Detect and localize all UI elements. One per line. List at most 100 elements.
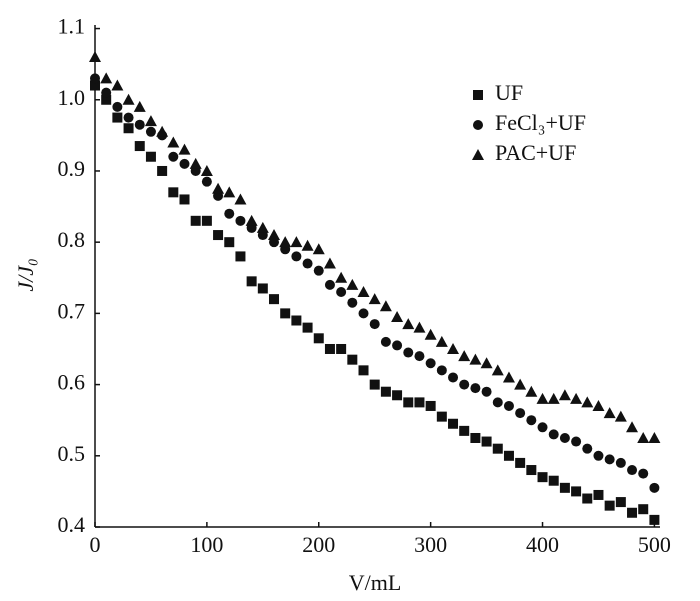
marker-square	[269, 294, 280, 305]
marker-triangle	[178, 143, 191, 155]
marker-triangle	[200, 164, 213, 176]
marker-circle	[201, 176, 212, 187]
marker-circle	[526, 415, 537, 426]
marker-square	[291, 315, 302, 326]
marker-square	[179, 194, 190, 205]
marker-circle	[324, 279, 335, 290]
marker-triangle	[480, 357, 493, 369]
marker-circle	[90, 73, 100, 84]
marker-triangle	[234, 193, 247, 205]
marker-square	[313, 333, 324, 344]
marker-triangle	[491, 364, 504, 376]
marker-square	[548, 475, 559, 486]
marker-square	[302, 322, 313, 333]
marker-triangle	[189, 157, 202, 169]
marker-square	[134, 141, 145, 152]
marker-circle	[179, 158, 190, 169]
y-tick-label: 0.5	[58, 441, 86, 466]
marker-circle	[548, 429, 559, 440]
marker-triangle	[100, 72, 113, 84]
marker-circle	[380, 336, 391, 347]
marker-circle	[615, 457, 626, 468]
marker-triangle	[290, 236, 303, 248]
marker-square	[168, 187, 179, 198]
marker-square	[526, 465, 537, 476]
marker-circle	[403, 347, 414, 358]
marker-triangle	[547, 392, 560, 404]
marker-square	[593, 489, 604, 500]
marker-triangle	[402, 318, 415, 330]
marker-circle	[638, 468, 649, 479]
x-tick-label: 0	[90, 532, 101, 557]
y-tick-label: 1.0	[58, 85, 86, 110]
marker-triangle	[268, 229, 281, 241]
y-tick-label: 0.4	[58, 512, 86, 537]
marker-triangle	[614, 410, 627, 422]
marker-square	[436, 411, 447, 422]
marker-circle	[145, 126, 156, 137]
marker-triangle	[637, 431, 650, 443]
marker-square	[448, 418, 459, 429]
marker-square	[280, 308, 291, 319]
marker-circle	[448, 372, 459, 383]
marker-square	[235, 251, 246, 262]
marker-circle	[503, 400, 514, 411]
marker-triangle	[424, 328, 437, 340]
marker-circle	[582, 443, 593, 454]
marker-circle	[515, 408, 526, 419]
x-tick-label: 400	[526, 532, 559, 557]
marker-square	[101, 94, 112, 105]
marker-circle	[392, 340, 403, 351]
y-tick-label: 0.6	[58, 370, 86, 395]
marker-circle	[436, 365, 447, 376]
marker-circle	[627, 465, 638, 476]
marker-circle	[604, 454, 615, 465]
marker-triangle	[558, 389, 571, 401]
marker-square	[473, 90, 483, 100]
marker-triangle	[346, 278, 359, 290]
marker-square	[403, 397, 414, 408]
marker-triangle	[167, 136, 180, 148]
marker-circle	[224, 208, 235, 219]
marker-circle	[101, 87, 112, 98]
marker-circle	[571, 436, 582, 447]
marker-square	[123, 123, 134, 134]
marker-triangle	[379, 300, 392, 312]
marker-circle	[425, 358, 436, 369]
marker-circle	[559, 432, 570, 443]
marker-circle	[481, 386, 492, 397]
marker-circle	[593, 450, 604, 461]
marker-triangle	[603, 407, 616, 419]
marker-square	[470, 432, 481, 443]
marker-square	[369, 379, 380, 390]
legend-label: UF	[495, 80, 523, 105]
marker-square	[627, 507, 638, 518]
marker-square	[638, 504, 649, 515]
marker-triangle	[592, 399, 605, 411]
marker-circle	[414, 351, 425, 362]
marker-triangle	[111, 79, 124, 91]
marker-triangle	[223, 186, 236, 198]
marker-triangle	[279, 236, 292, 248]
marker-circle	[168, 151, 179, 162]
marker-square	[201, 215, 212, 226]
marker-triangle	[626, 421, 639, 433]
x-tick-label: 300	[414, 532, 447, 557]
marker-triangle	[312, 243, 325, 255]
marker-triangle	[245, 214, 258, 226]
marker-triangle	[514, 378, 527, 390]
marker-triangle	[89, 51, 101, 63]
marker-square	[392, 390, 403, 401]
marker-circle	[235, 215, 246, 226]
marker-circle	[112, 101, 123, 112]
marker-square	[582, 493, 593, 504]
marker-square	[324, 343, 335, 354]
marker-triangle	[469, 353, 482, 365]
marker-circle	[336, 287, 347, 298]
marker-triangle	[472, 149, 484, 160]
marker-square	[257, 283, 268, 294]
y-tick-label: 0.9	[58, 156, 86, 181]
marker-triangle	[447, 342, 460, 354]
marker-triangle	[536, 392, 549, 404]
